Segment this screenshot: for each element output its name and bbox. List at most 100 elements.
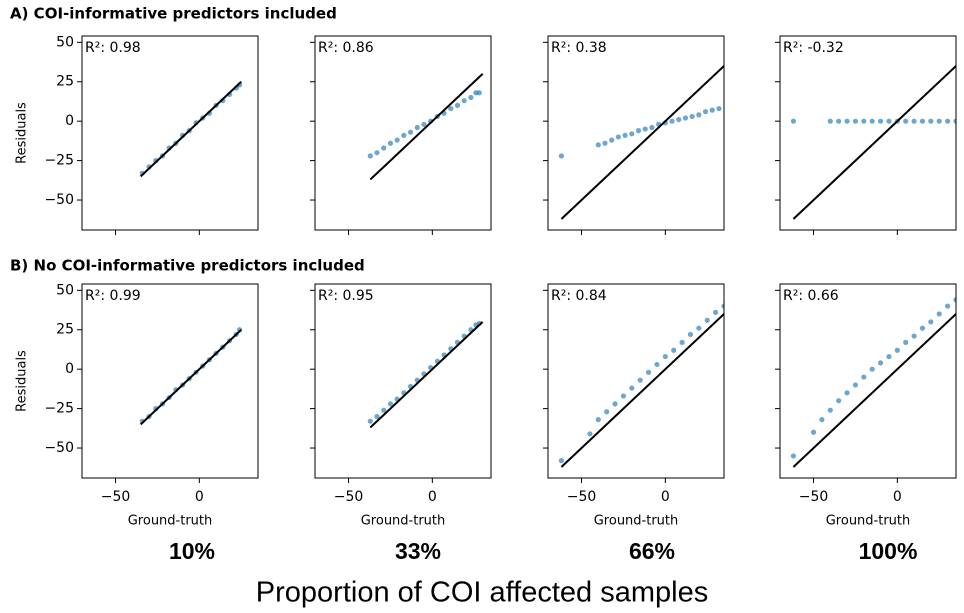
scatter-point — [387, 401, 394, 407]
plot-area — [790, 294, 963, 468]
scatter-point — [407, 129, 414, 135]
x-tick-label: 0 — [195, 489, 204, 505]
annotation: R²: -0.32 — [783, 40, 844, 56]
identity-line — [369, 73, 484, 181]
scatter-point — [827, 118, 833, 124]
scatter-point — [836, 398, 842, 404]
scatter-point — [928, 319, 934, 325]
y-tick-label: −25 — [44, 401, 74, 417]
scatter-point — [721, 303, 724, 309]
scatter-point — [877, 118, 884, 124]
scatter-point — [953, 118, 956, 124]
scatter-point — [844, 118, 850, 124]
panel: −50 −25 0 25 50 R²: 0.98 Residuals — [15, 34, 259, 235]
y-tick-label: 50 — [56, 34, 74, 50]
scatter-point — [587, 431, 593, 437]
scatter-point — [622, 132, 628, 138]
x-axis-label: Ground-truth — [361, 514, 446, 529]
scatter-point — [367, 418, 373, 424]
scatter-point — [886, 353, 892, 360]
scatter-point — [911, 118, 917, 124]
x-tick-label: 0 — [661, 489, 670, 505]
panel: −50 0 R²: 0.95 Ground-truth — [310, 283, 492, 529]
x-axis-label: Ground-truth — [128, 514, 213, 529]
scatter-point — [620, 393, 627, 399]
panel: R²: 0.86 — [310, 35, 492, 235]
scatter-point — [602, 140, 608, 146]
y-tick-label: −25 — [44, 153, 74, 169]
scatter-point — [936, 118, 942, 124]
annotation: R²: 0.84 — [551, 288, 607, 304]
scatter-point — [394, 137, 400, 143]
scatter-point — [827, 407, 833, 413]
scatter-point — [958, 294, 963, 299]
scatter-point — [810, 429, 817, 435]
scatter-point — [679, 339, 685, 345]
panel: R²: -0.32 — [775, 35, 957, 235]
scatter-point — [558, 458, 565, 464]
y-tick-label: 25 — [56, 322, 74, 338]
annotation: R²: 0.66 — [783, 288, 839, 304]
scatter-point — [595, 142, 601, 148]
column-label: 10% — [169, 538, 215, 564]
scatter-point — [421, 121, 427, 127]
scatter-point — [852, 118, 859, 124]
x-axis-label: Ground-truth — [594, 514, 679, 529]
panel: −50 −25 0 25 50 −50 0 R²: 0.99 Residuals Ground-t… — [15, 282, 259, 529]
axes-frame — [314, 283, 492, 479]
scatter-point — [903, 118, 909, 124]
scatter-point — [713, 309, 719, 315]
scatter-point — [609, 137, 615, 143]
axes-frame — [547, 283, 725, 479]
y-tick-label: 50 — [56, 282, 74, 298]
scatter-point — [886, 118, 892, 124]
plot-area — [367, 320, 484, 429]
section-title: B) No COI-informative predictors include… — [10, 257, 365, 275]
x-tick-label: −50 — [567, 489, 597, 505]
identity-line — [560, 64, 724, 220]
scatter-point — [869, 118, 875, 124]
scatter-point — [911, 333, 917, 339]
scatter-point — [716, 105, 722, 112]
scatter-point — [844, 390, 850, 396]
plot-area — [790, 64, 956, 220]
scatter-point — [401, 132, 407, 138]
annotation: R²: 0.86 — [318, 40, 374, 56]
annotation: R²: 0.95 — [318, 288, 374, 304]
scatter-point — [461, 98, 467, 104]
scatter-point — [629, 131, 635, 137]
annotation: R²: 0.99 — [85, 288, 141, 304]
scatter-point — [861, 118, 867, 124]
annotation: R²: 0.98 — [85, 40, 141, 56]
scatter-point — [726, 95, 731, 100]
axes-frame — [779, 283, 957, 479]
scatter-point — [468, 94, 474, 101]
panel: −50 0 R²: 0.66 Ground-truth — [775, 283, 963, 529]
x-axis-label: Ground-truth — [826, 514, 911, 529]
scatter-point — [595, 417, 601, 423]
scatter-point — [414, 124, 420, 131]
scatter-point — [649, 124, 655, 131]
scatter-point — [387, 140, 394, 146]
plot-area — [558, 64, 731, 220]
y-tick-label: 0 — [65, 361, 74, 377]
scatter-point — [682, 115, 689, 121]
section-title: A) COI-informative predictors included — [10, 5, 337, 23]
scatter-point — [604, 409, 610, 415]
scatter-point — [704, 317, 710, 323]
identity-line — [792, 64, 956, 220]
scatter-point — [726, 292, 731, 297]
x-tick-label: −50 — [799, 489, 829, 505]
axes-frame — [81, 35, 259, 231]
scatter-point — [945, 303, 951, 309]
y-tick-label: 25 — [56, 74, 74, 90]
y-tick-label: 0 — [65, 113, 74, 129]
scatter-point — [869, 366, 875, 372]
scatter-point — [953, 297, 956, 303]
scatter-point — [642, 126, 648, 132]
scatter-point — [790, 118, 797, 124]
identity-line — [560, 312, 724, 468]
scatter-point — [819, 417, 825, 423]
y-tick-label: −50 — [44, 192, 74, 208]
